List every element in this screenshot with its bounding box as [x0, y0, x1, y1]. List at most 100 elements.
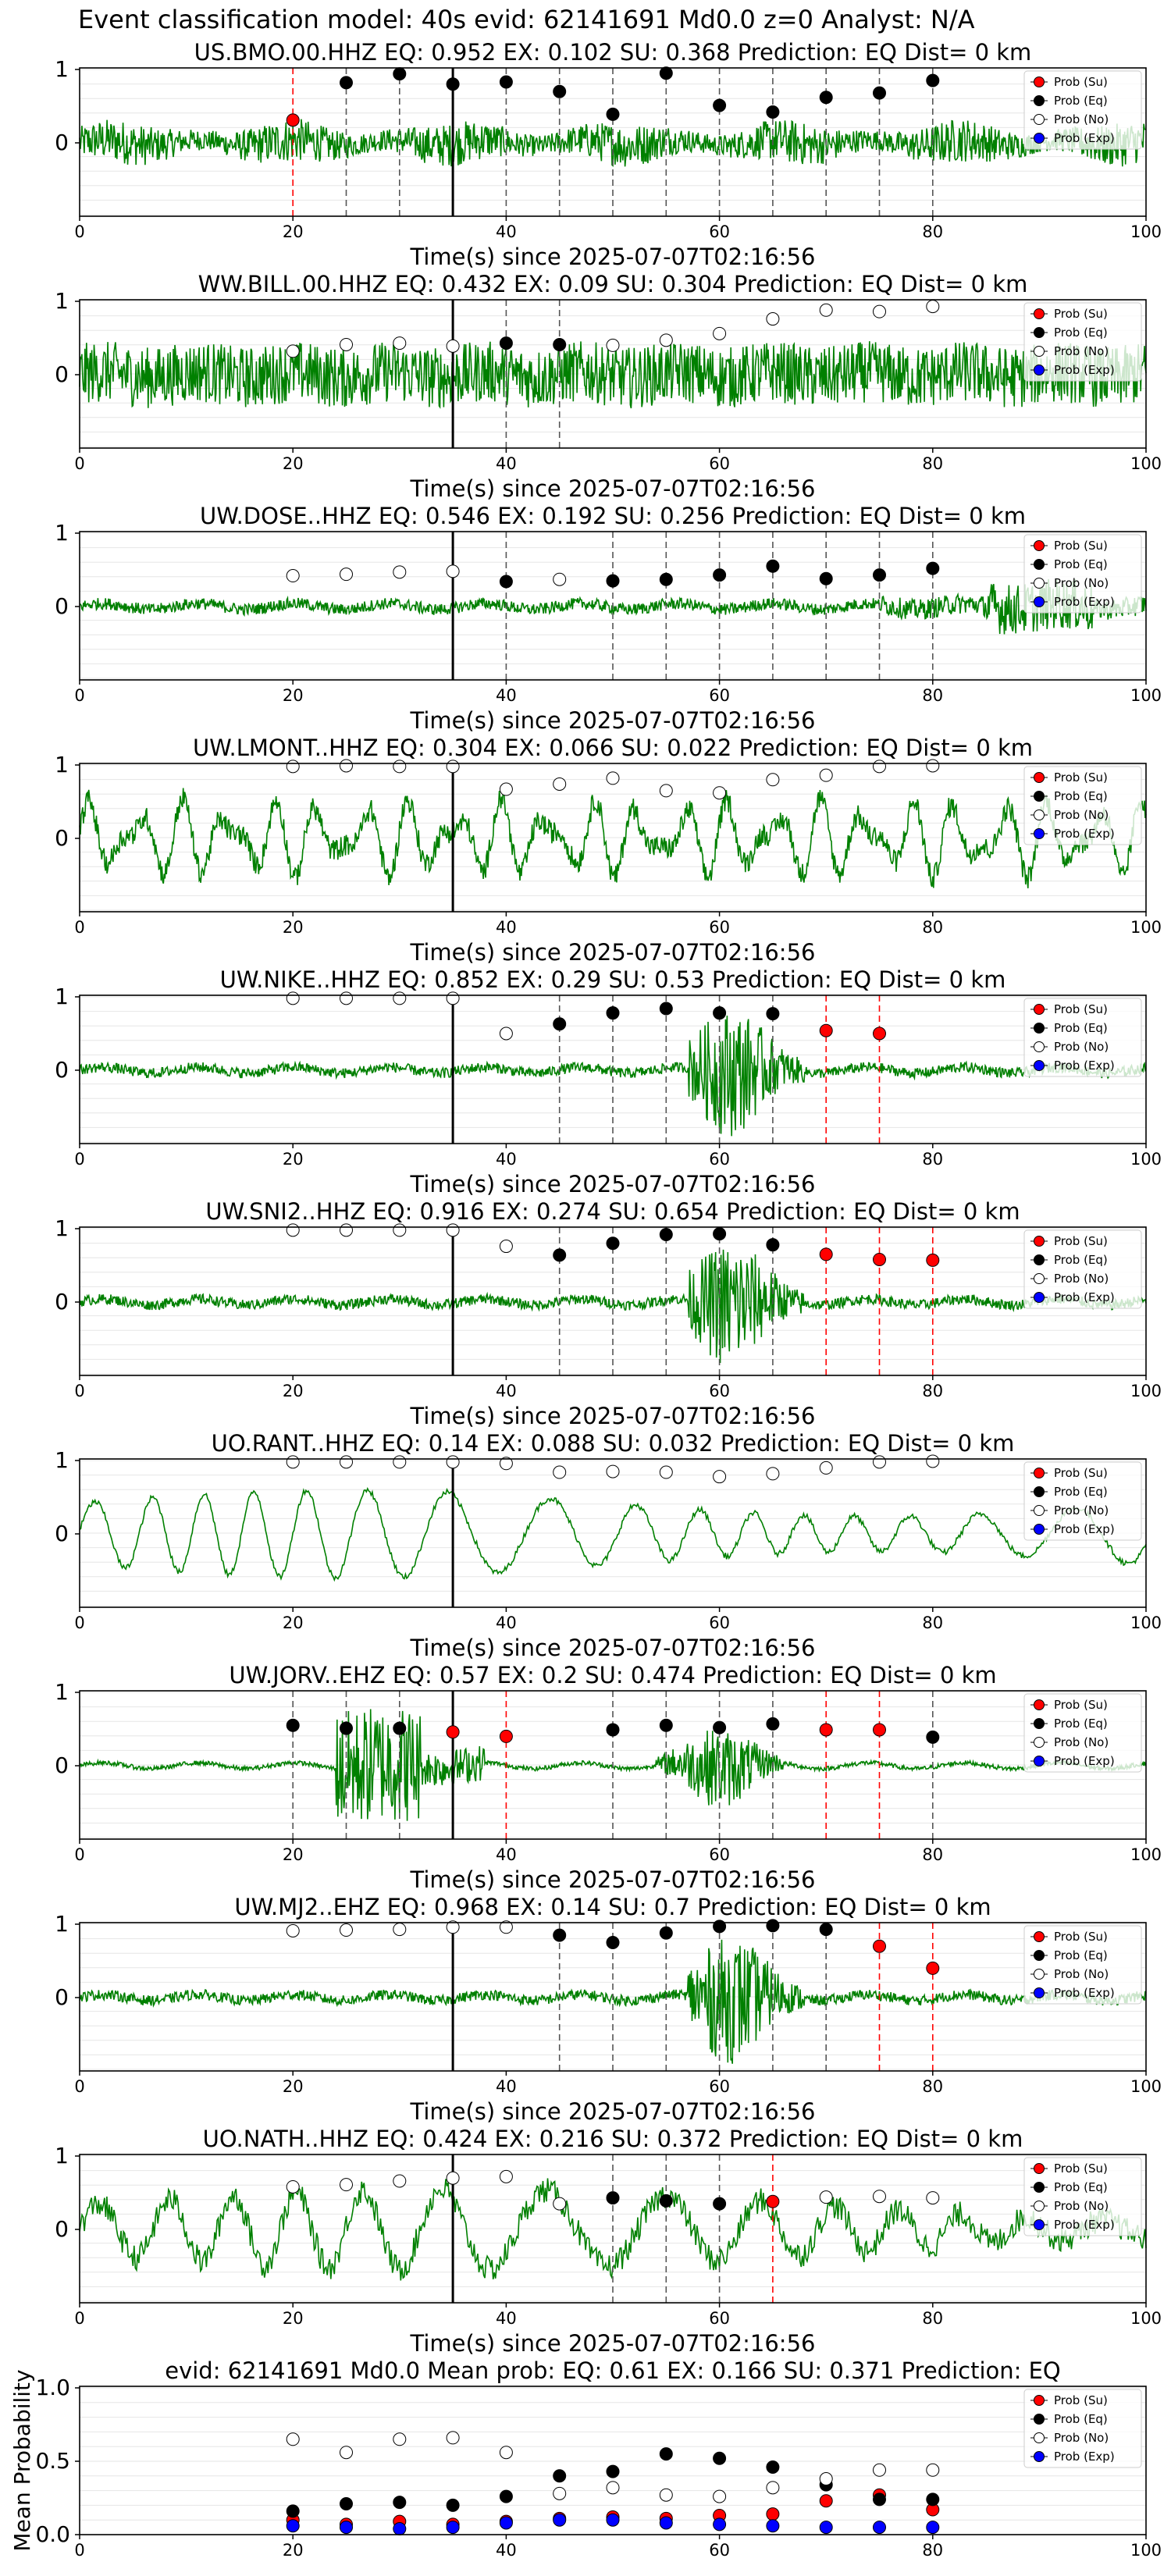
legend-marker: [1034, 559, 1045, 570]
probability-point: [340, 759, 353, 773]
legend-marker: [1034, 1273, 1045, 1284]
legend-marker: [1034, 540, 1045, 551]
probability-point: [659, 66, 673, 80]
probability-point: [606, 1723, 620, 1737]
x-tick-label: 60: [709, 1845, 730, 1864]
probability-point: [446, 1223, 460, 1237]
mean-point-no: [819, 2472, 833, 2486]
probability-point: [393, 2174, 407, 2188]
probability-point: [340, 1923, 353, 1937]
plot-area: [80, 2386, 1146, 2535]
probability-point: [713, 98, 727, 112]
probability-point: [659, 1926, 673, 1940]
x-tick-label: 60: [709, 2077, 730, 2096]
legend-marker: [1034, 1004, 1045, 1015]
x-tick-label: 0: [74, 454, 84, 473]
waveform-line: [79, 119, 1147, 167]
probability-point: [766, 1467, 780, 1481]
legend-label-3: Prob (Exp): [1054, 2218, 1115, 2232]
legend-label-2: Prob (No): [1054, 344, 1109, 358]
probability-point: [446, 1920, 460, 1934]
probability-point: [446, 991, 460, 1005]
x-tick-label: 80: [922, 1382, 943, 1400]
y-tick-label: 0: [55, 1057, 69, 1083]
probability-point: [766, 559, 780, 573]
x-tick-label: 0: [74, 2309, 84, 2328]
station-panel-9: UO.NATH..HHZ EQ: 0.424 EX: 0.216 SU: 0.3…: [55, 2126, 1162, 2357]
probability-point: [819, 768, 833, 782]
legend-marker: [1034, 828, 1045, 839]
mean-point-exp: [873, 2521, 886, 2535]
probability-point: [340, 76, 353, 90]
probability-point: [819, 2190, 833, 2204]
legend-marker: [1034, 1505, 1045, 1516]
probability-point: [819, 1247, 833, 1261]
probability-point: [553, 777, 567, 791]
legend-marker: [1034, 2182, 1045, 2193]
probability-point: [606, 1936, 620, 1949]
x-tick-label: 100: [1130, 918, 1162, 937]
mean-point-no: [499, 2446, 513, 2460]
y-tick-label: 0: [55, 593, 69, 619]
probability-point: [926, 300, 940, 314]
x-tick-label: 0: [74, 686, 84, 705]
panel-title: UW.MJ2..EHZ EQ: 0.968 EX: 0.14 SU: 0.7 P…: [234, 1894, 991, 1920]
legend-label-1: Prob (Eq): [1054, 557, 1108, 571]
legend-label-1: Prob (Eq): [1054, 326, 1108, 340]
legend-marker: [1034, 346, 1045, 357]
x-axis-label: Time(s) since 2025-07-07T02:16:56: [410, 1866, 816, 1893]
x-tick-label: 60: [709, 2541, 730, 2560]
probability-point: [873, 1455, 886, 1469]
probability-point: [286, 1923, 300, 1937]
mean-point-exp: [499, 2516, 513, 2530]
probability-point: [393, 1923, 407, 1937]
probability-point: [286, 760, 300, 774]
mean-point-eq: [340, 2497, 353, 2511]
x-axis-label: Time(s) since 2025-07-07T02:16:56: [410, 2098, 816, 2125]
legend-marker: [1034, 1756, 1045, 1767]
legend-label-0: Prob (Su): [1054, 1466, 1108, 1480]
legend-label-3: Prob (Exp): [1054, 595, 1115, 609]
mean-point-no: [340, 2446, 353, 2460]
probability-point: [340, 991, 353, 1005]
probability-point: [819, 303, 833, 317]
legend-marker: [1034, 2163, 1045, 2174]
legend-label-0: Prob (Su): [1054, 1698, 1108, 1712]
probability-point: [446, 760, 460, 774]
mean-point-exp: [766, 2519, 780, 2533]
legend-label-2: Prob (No): [1054, 2431, 1109, 2445]
probability-point: [873, 568, 886, 582]
y-tick-label: 0: [55, 130, 69, 155]
probability-point: [713, 1470, 727, 1484]
probability-point: [659, 1718, 673, 1732]
station-panel-1: WW.BILL.00.HHZ EQ: 0.432 EX: 0.09 SU: 0.…: [55, 271, 1162, 502]
waveform-line: [79, 788, 1147, 888]
axes-frame: [79, 1226, 1147, 1376]
probability-point: [873, 2190, 886, 2204]
probability-point: [873, 1723, 886, 1737]
probability-point: [553, 1248, 567, 1262]
x-tick-label: 40: [496, 1845, 517, 1864]
legend-marker: [1034, 1524, 1045, 1535]
axes-frame: [79, 299, 1147, 449]
mean-point-exp: [446, 2521, 460, 2535]
axes-frame: [79, 763, 1147, 913]
x-tick-label: 0: [74, 1150, 84, 1169]
legend-label-0: Prob (Su): [1054, 75, 1108, 89]
x-tick-label: 100: [1130, 2309, 1162, 2328]
x-tick-label: 0: [74, 2541, 84, 2560]
mean-point-su: [766, 2507, 780, 2521]
x-tick-label: 100: [1130, 1382, 1162, 1400]
probability-point: [766, 312, 780, 326]
legend-label-2: Prob (No): [1054, 1967, 1109, 1981]
waveform-line: [79, 578, 1147, 635]
probability-point: [713, 1006, 727, 1020]
legend-label-0: Prob (Su): [1054, 2161, 1108, 2176]
probability-point: [766, 1717, 780, 1731]
x-tick-label: 0: [74, 1382, 84, 1400]
x-tick-label: 40: [496, 1150, 517, 1169]
x-tick-label: 80: [922, 1614, 943, 1632]
legend-label-1: Prob (Eq): [1054, 1948, 1108, 1962]
mean-point-exp: [286, 2519, 300, 2533]
legend-marker: [1034, 2451, 1045, 2462]
